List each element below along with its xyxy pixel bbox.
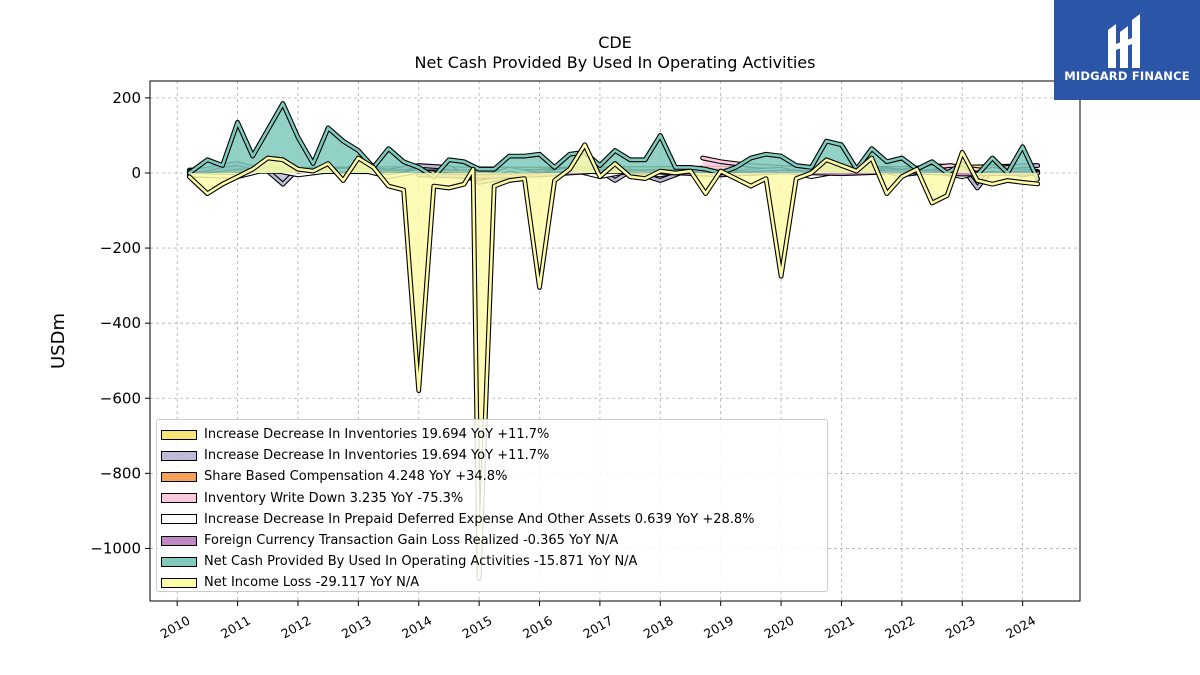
series-7 — [186, 142, 1041, 581]
logo-mark-icon — [1108, 14, 1140, 68]
chart-title: CDE — [598, 33, 632, 52]
series-line — [188, 102, 1039, 181]
legend-swatch — [161, 556, 197, 567]
y-tick-label: −800 — [100, 464, 141, 482]
legend-swatch — [161, 493, 197, 504]
x-tick-label: 2021 — [822, 613, 857, 642]
x-tick-label: 2010 — [158, 613, 193, 642]
chart-legend: Increase Decrease In Inventories 19.694 … — [156, 419, 828, 592]
x-tick-label: 2024 — [1003, 613, 1038, 642]
legend-label: Increase Decrease In Prepaid Deferred Ex… — [204, 511, 755, 527]
legend-item: Foreign Currency Transaction Gain Loss R… — [160, 530, 827, 551]
brand-logo: MIDGARD FINANCE — [1054, 0, 1200, 100]
x-tick-label: 2022 — [882, 613, 917, 642]
legend-item: Share Based Compensation 4.248 YoY +34.8… — [160, 466, 827, 487]
y-axis-label: USDm — [48, 313, 69, 369]
plot-frame — [149, 80, 1081, 602]
legend-item: Increase Decrease In Prepaid Deferred Ex… — [160, 509, 827, 530]
legend-item: Increase Decrease In Inventories 19.694 … — [160, 424, 827, 445]
legend-label: Share Based Compensation 4.248 YoY +34.8… — [204, 469, 508, 485]
x-tick-label: 2011 — [218, 613, 253, 642]
legend-swatch — [161, 535, 197, 546]
legend-label: Inventory Write Down 3.235 YoY -75.3% — [204, 490, 464, 506]
chart-subtitle: Net Cash Provided By Used In Operating A… — [415, 53, 816, 72]
y-tick-label: −1000 — [90, 539, 141, 557]
legend-label: Net Income Loss -29.117 YoY N/A — [204, 575, 420, 591]
x-tick-label: 2016 — [520, 613, 555, 642]
x-tick-label: 2013 — [339, 613, 374, 642]
y-tick-label: 200 — [112, 89, 141, 107]
legend-swatch — [161, 471, 197, 482]
legend-item: Inventory Write Down 3.235 YoY -75.3% — [160, 488, 827, 509]
plot-series — [186, 101, 1041, 581]
x-tick-label: 2019 — [701, 613, 736, 642]
x-tick-label: 2023 — [943, 613, 978, 642]
y-tick-label: −200 — [100, 239, 141, 257]
x-tick-label: 2020 — [762, 613, 797, 642]
legend-label: Increase Decrease In Inventories 19.694 … — [204, 448, 550, 464]
legend-label: Increase Decrease In Inventories 19.694 … — [204, 427, 550, 443]
y-tick-label: 0 — [131, 164, 141, 182]
legend-swatch — [161, 577, 197, 588]
x-tick-label: 2015 — [460, 613, 495, 642]
x-tick-label: 2018 — [641, 613, 676, 642]
legend-label: Foreign Currency Transaction Gain Loss R… — [204, 533, 619, 549]
legend-label: Net Cash Provided By Used In Operating A… — [204, 554, 638, 570]
x-tick-label: 2014 — [399, 613, 434, 642]
legend-item: Increase Decrease In Inventories 19.694 … — [160, 445, 827, 466]
legend-item: Net Cash Provided By Used In Operating A… — [160, 551, 827, 572]
legend-swatch — [161, 514, 197, 525]
brand-name: MIDGARD FINANCE — [1064, 69, 1190, 83]
x-tick-label: 2017 — [580, 613, 615, 642]
y-tick-label: −400 — [100, 314, 141, 332]
x-tick-label: 2012 — [278, 613, 313, 642]
legend-swatch — [161, 450, 197, 461]
series-line — [188, 143, 1039, 580]
legend-item: Net Income Loss -29.117 YoY N/A — [160, 572, 827, 593]
legend-swatch — [161, 429, 197, 440]
y-tick-label: −600 — [100, 389, 141, 407]
